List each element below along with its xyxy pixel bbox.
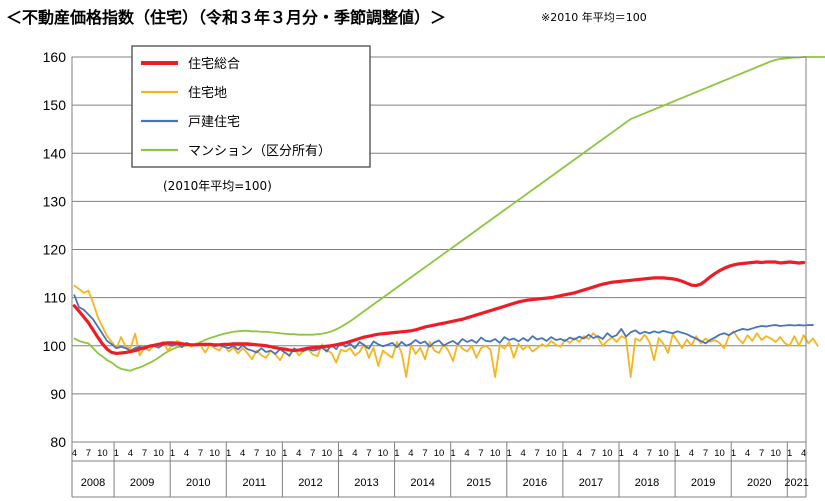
x-month-label: 7	[478, 448, 483, 459]
x-year-label: 2009	[130, 477, 154, 489]
y-tick-label: 90	[50, 386, 66, 402]
x-month-label: 1	[675, 448, 680, 459]
x-month-label: 1	[338, 448, 343, 459]
x-month-label: 4	[240, 448, 245, 459]
x-month-label: 4	[352, 448, 357, 459]
y-axis: 80 90 100 110 120 130 140 150 160	[43, 49, 67, 450]
x-month-label: 10	[378, 448, 389, 459]
x-month-label: 10	[714, 448, 725, 459]
series-line-0	[72, 260, 806, 356]
base-label: (2010年平均=100)	[163, 179, 272, 193]
legend-label-0: 住宅総合	[188, 57, 240, 72]
x-month-label: 4	[689, 448, 694, 459]
x-month-label: 10	[97, 448, 108, 459]
x-month-label: 10	[209, 448, 220, 459]
legend-label-2: 戸建住宅	[188, 115, 240, 130]
x-month-label: 7	[254, 448, 259, 459]
x-month-label: 1	[394, 448, 399, 459]
x-month-label: 7	[310, 448, 315, 459]
x-month-label: 1	[226, 448, 231, 459]
x-month-label: 1	[731, 448, 736, 459]
series-line-3	[73, 56, 825, 372]
series-lines	[72, 56, 825, 378]
x-month-label: 7	[142, 448, 147, 459]
x-month-label: 7	[86, 448, 91, 459]
x-year-label: 2018	[635, 477, 659, 489]
legend-box	[131, 45, 371, 168]
x-month-label: 7	[591, 448, 596, 459]
x-year-label: 2010	[186, 477, 210, 489]
x-month-label: 4	[296, 448, 301, 459]
x-month-label: 7	[366, 448, 371, 459]
y-tick-label: 100	[43, 338, 67, 354]
x-year-label: 2017	[579, 477, 603, 489]
y-tick-label: 140	[43, 145, 67, 161]
y-tick-label: 120	[43, 242, 67, 258]
x-month-label: 4	[184, 448, 189, 459]
x-month-label: 7	[647, 448, 652, 459]
x-year-label: 2014	[410, 477, 434, 489]
x-month-label: 10	[770, 448, 781, 459]
x-year-label: 2021	[784, 477, 808, 489]
x-month-label: 7	[422, 448, 427, 459]
x-year-label: 2012	[298, 477, 322, 489]
x-month-label: 4	[408, 448, 413, 459]
x-month-label: 10	[153, 448, 164, 459]
x-month-label: 7	[703, 448, 708, 459]
x-month-label: 4	[464, 448, 469, 459]
x-month-label: 10	[490, 448, 501, 459]
plot-frame	[71, 56, 807, 443]
x-month-label: 1	[170, 448, 175, 459]
y-tick-label: 160	[43, 49, 67, 65]
x-month-label: 4	[577, 448, 582, 459]
x-month-label: 4	[128, 448, 133, 459]
x-month-label: 1	[506, 448, 511, 459]
series-line-1	[73, 284, 819, 378]
x-month-label: 10	[602, 448, 613, 459]
x-axis: 4 7 10 1 4 7 10 1 4 7 10 1 4 7 10 1 4 7 10 1 4 7 10 1 4 7 10 1 4 7 10 1…	[71, 442, 809, 498]
y-tick-label: 110	[44, 290, 67, 306]
x-month-label: 1	[114, 448, 119, 459]
x-year-label: 2013	[354, 477, 378, 489]
x-month-label: 7	[535, 448, 540, 459]
x-month-label: 4	[745, 448, 750, 459]
y-tick-label: 130	[43, 193, 67, 209]
x-year-label: 2020	[747, 477, 771, 489]
x-month-label: 1	[282, 448, 287, 459]
x-year-label: 2019	[691, 477, 715, 489]
y-tick-label: 150	[43, 97, 67, 113]
y-tick-label: 80	[50, 434, 66, 450]
x-year-label: 2011	[243, 477, 267, 489]
x-year-label: 2008	[81, 477, 105, 489]
x-month-label: 1	[619, 448, 624, 459]
chart-title: ＜不動産価格指数（住宅）（令和３年３月分・季節調整値）＞	[6, 8, 447, 27]
x-month-label: 10	[658, 448, 669, 459]
x-year-label: 2015	[466, 477, 490, 489]
x-month-label: 1	[450, 448, 455, 459]
x-month-label: 4	[633, 448, 638, 459]
x-month-label: 1	[563, 448, 568, 459]
x-month-label: 1	[787, 448, 792, 459]
base-note: ※2010 年平均＝100	[541, 11, 647, 24]
x-month-label: 10	[434, 448, 445, 459]
x-month-label: 4	[521, 448, 526, 459]
x-month-label: 4	[801, 448, 806, 459]
x-month-label: 10	[265, 448, 276, 459]
x-year-label: 2016	[523, 477, 547, 489]
x-month-label: 7	[759, 448, 764, 459]
x-month-label: 10	[322, 448, 333, 459]
legend-label-1: 住宅地	[188, 86, 227, 101]
x-month-label: 7	[198, 448, 203, 459]
x-month-label: 10	[546, 448, 557, 459]
legend-label-3: マンション（区分所有）	[188, 144, 331, 159]
x-month-label: 4	[72, 448, 77, 459]
